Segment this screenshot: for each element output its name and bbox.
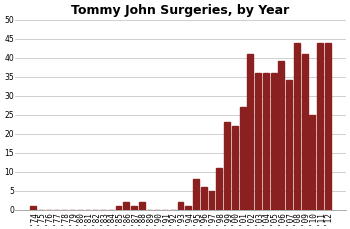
Bar [302,54,308,210]
Bar [325,43,331,210]
Title: Tommy John Surgeries, by Year: Tommy John Surgeries, by Year [71,4,290,17]
Bar [201,187,207,210]
Bar [309,115,315,210]
Bar [279,62,284,210]
Bar [271,73,276,210]
Bar [286,80,292,210]
Bar [209,191,215,210]
Bar [193,179,199,210]
Bar [294,43,300,210]
Bar [124,202,129,210]
Bar [186,206,191,210]
Bar [232,126,238,210]
Bar [30,206,36,210]
Bar [224,122,230,210]
Bar [247,54,253,210]
Bar [216,168,222,210]
Bar [263,73,269,210]
Bar [317,43,323,210]
Bar [255,73,261,210]
Bar [116,206,121,210]
Bar [139,202,145,210]
Bar [240,107,245,210]
Bar [131,206,137,210]
Bar [178,202,183,210]
